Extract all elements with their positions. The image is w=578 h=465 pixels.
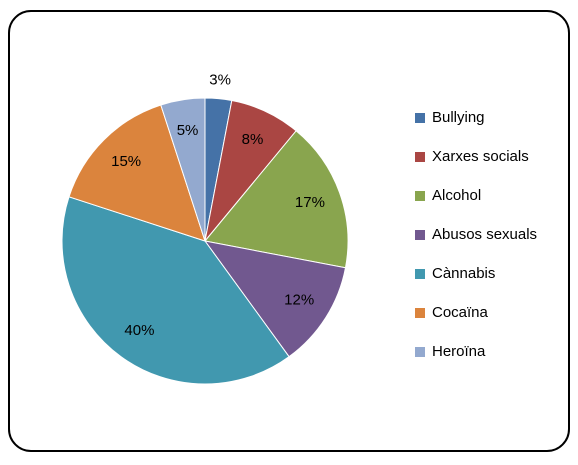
legend-label: Bullying (432, 109, 485, 126)
data-label: 17% (295, 194, 325, 211)
data-label: 15% (111, 153, 141, 170)
legend-swatch (415, 308, 425, 318)
data-label: 12% (284, 292, 314, 309)
data-label: 3% (209, 72, 231, 89)
legend-swatch (415, 269, 425, 279)
legend-swatch (415, 191, 425, 201)
data-label: 5% (177, 122, 199, 139)
data-label: 40% (124, 322, 154, 339)
legend-label: Alcohol (432, 187, 481, 204)
legend-swatch (415, 347, 425, 357)
pie-slice (204, 130, 349, 269)
legend-label: Cocaïna (432, 304, 489, 321)
legend-label: Xarxes socials (432, 148, 529, 165)
pie-slice (160, 97, 206, 242)
data-label: 8% (242, 131, 264, 148)
legend-label: Abusos sexuals (432, 226, 537, 243)
pie-slice (203, 240, 347, 358)
legend-label: Heroïna (432, 343, 486, 360)
pie-slice (68, 104, 206, 242)
legend-label: Cànnabis (432, 265, 495, 282)
pie-slice (61, 196, 290, 385)
legend-swatch (415, 230, 425, 240)
legend-swatch (415, 152, 425, 162)
legend-swatch (415, 113, 425, 123)
